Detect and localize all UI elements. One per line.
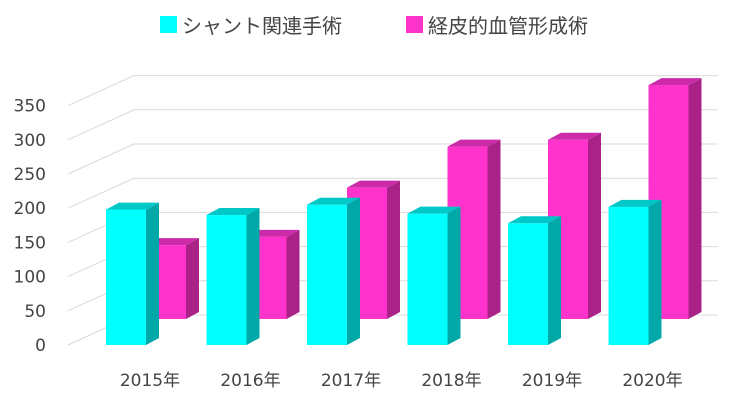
bar-series-1-top (608, 199, 662, 207)
bar-series-2-side (286, 229, 300, 319)
bar-series-1-top (407, 206, 461, 214)
x-tick-label: 2019年 (522, 371, 582, 391)
bar-series-1-top (508, 216, 561, 224)
y-tick-label: 100 (14, 268, 46, 288)
bar-series-2-side (688, 78, 702, 320)
bar-series-1-side (548, 216, 561, 345)
gridline (67, 109, 718, 141)
bar-series-2-top (246, 229, 300, 237)
y-tick-label: 300 (14, 131, 46, 151)
x-tick-label: 2018年 (421, 371, 481, 391)
x-tick-label: 2015年 (120, 371, 180, 391)
bar-series-2-side (387, 180, 400, 319)
y-tick-label: 350 (14, 97, 46, 117)
bar-series-1-front (206, 215, 247, 345)
bar-series-1-front (508, 223, 548, 345)
bar-series-2-top (548, 132, 601, 140)
bar-series-1-side (246, 208, 260, 345)
y-tick-label: 200 (14, 199, 46, 219)
y-tick-label: 150 (14, 233, 46, 253)
bar-series-2-top (447, 139, 501, 147)
legend-swatch-series-2 (406, 15, 423, 33)
y-tick-label: 250 (14, 165, 46, 185)
legend-item-series-1: シャント関連手術 (160, 8, 342, 40)
bar-series-2-top (648, 78, 702, 86)
bar-series-2-side (588, 132, 601, 319)
bar-series-1-side (648, 199, 662, 345)
bar-series-1-front (407, 213, 448, 345)
gridline (67, 177, 718, 209)
bar-series-2-side (487, 139, 501, 319)
x-tick-label: 2020年 (622, 371, 682, 391)
bar-series-1-front (608, 206, 649, 345)
legend: シャント関連手術 経皮的血管形成術 (0, 8, 750, 40)
bar-series-2-top (146, 238, 199, 246)
bar-series-1-top (106, 202, 159, 210)
bar-series-2-side (186, 238, 199, 319)
gridline (67, 143, 718, 175)
bar-series-1-side (347, 197, 360, 345)
bar-series-2-top (347, 180, 400, 188)
gridline (67, 75, 718, 107)
x-tick-label: 2016年 (220, 371, 280, 391)
bar-series-1-side (146, 202, 159, 345)
bar-series-1-side (447, 206, 461, 345)
y-tick-label: 50 (24, 302, 46, 322)
bar-series-1-top (206, 208, 260, 216)
x-tick-label: 2017年 (321, 371, 381, 391)
legend-label-series-2: 経皮的血管形成術 (428, 13, 588, 38)
legend-swatch-series-1 (160, 15, 177, 33)
bar-series-1-top (307, 197, 360, 205)
y-tick-label: 0 (35, 336, 46, 356)
legend-label-series-1: シャント関連手術 (182, 13, 342, 38)
bar-series-1-front (307, 204, 347, 345)
bar-series-1-front (106, 209, 146, 345)
legend-item-series-2: 経皮的血管形成術 (406, 8, 588, 40)
